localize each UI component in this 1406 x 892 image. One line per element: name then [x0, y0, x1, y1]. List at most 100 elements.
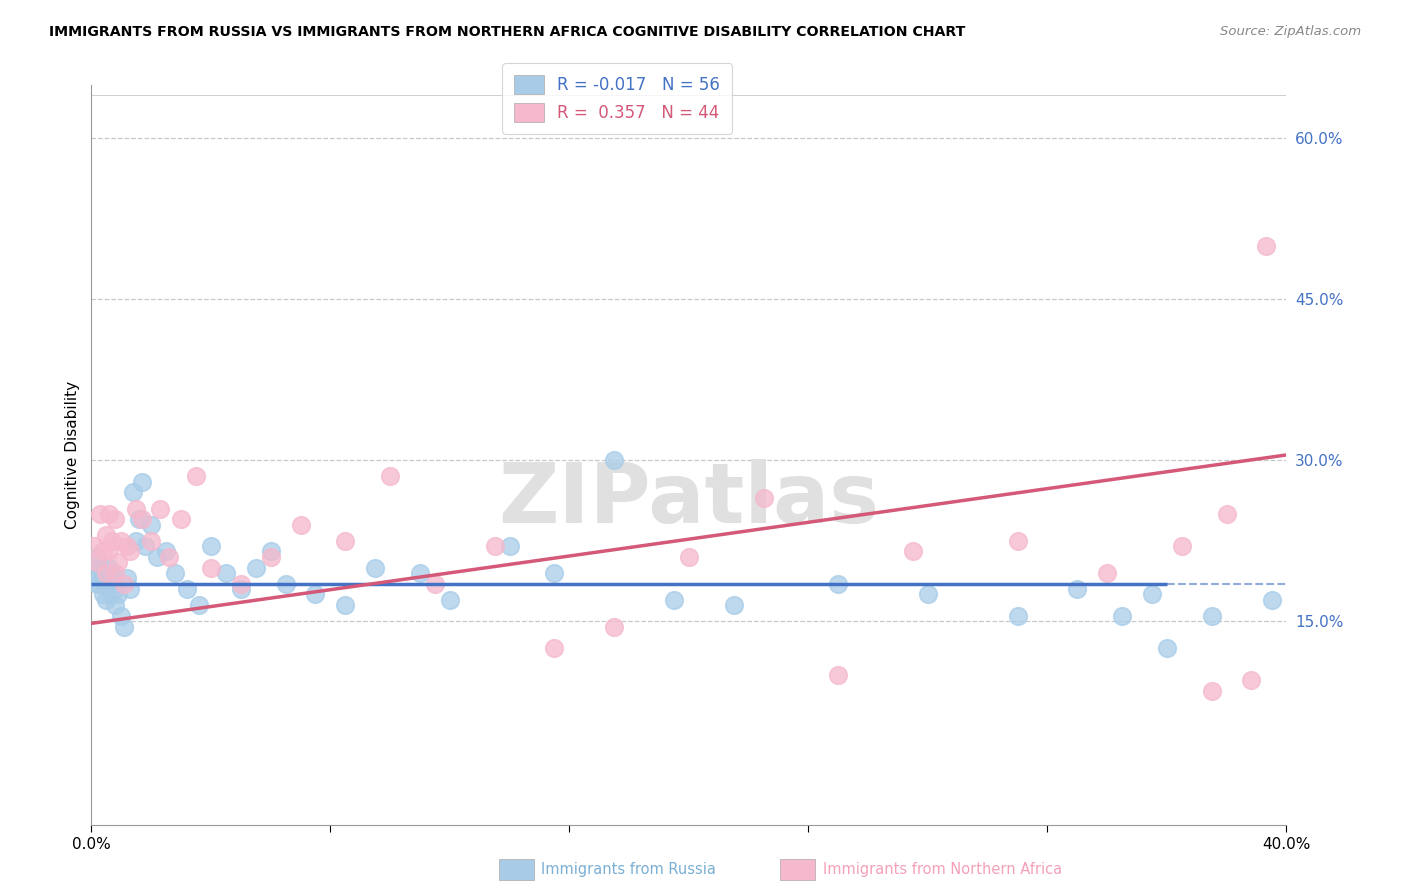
Point — [1066, 582, 1088, 596]
Point — [115, 571, 138, 585]
Point — [128, 512, 150, 526]
Point — [1007, 533, 1029, 548]
Point — [120, 582, 142, 596]
Point — [110, 533, 132, 548]
Y-axis label: Cognitive Disability: Cognitive Disability — [65, 381, 80, 529]
Point — [89, 560, 111, 574]
Point — [131, 475, 153, 489]
Point — [752, 491, 775, 505]
Point — [662, 592, 685, 607]
Point — [1216, 507, 1239, 521]
Point — [104, 566, 127, 580]
Point — [98, 507, 121, 521]
Point — [259, 544, 281, 558]
Point — [603, 619, 626, 633]
Point — [112, 619, 135, 633]
Point — [484, 539, 506, 553]
Point — [93, 544, 115, 558]
Point — [188, 598, 211, 612]
Point — [120, 544, 142, 558]
Point — [110, 608, 132, 623]
Point — [335, 533, 357, 548]
Text: Immigrants from Northern Africa: Immigrants from Northern Africa — [823, 863, 1062, 877]
Point — [93, 566, 115, 580]
Point — [543, 566, 565, 580]
Point — [104, 576, 127, 591]
Point — [96, 576, 118, 591]
Point — [86, 576, 108, 591]
Point — [1254, 238, 1277, 252]
Text: Immigrants from Russia: Immigrants from Russia — [541, 863, 716, 877]
Point — [176, 582, 198, 596]
Point — [229, 576, 252, 591]
Point — [83, 539, 105, 553]
Point — [131, 512, 153, 526]
Point — [901, 544, 924, 558]
Point — [107, 555, 129, 569]
Point — [1097, 566, 1119, 580]
Point — [96, 528, 118, 542]
Point — [141, 517, 163, 532]
Point — [93, 587, 115, 601]
Point — [157, 549, 180, 564]
Point — [499, 539, 522, 553]
Point — [827, 576, 849, 591]
Point — [1260, 592, 1282, 607]
Point — [543, 641, 565, 656]
Point — [274, 576, 297, 591]
Point — [1201, 608, 1223, 623]
Point — [96, 592, 118, 607]
Point — [723, 598, 745, 612]
Point — [423, 576, 446, 591]
Point — [245, 560, 267, 574]
Point — [380, 469, 402, 483]
Point — [134, 539, 156, 553]
Point — [104, 598, 127, 612]
Point — [163, 566, 186, 580]
Point — [98, 544, 121, 558]
Point — [215, 566, 238, 580]
Point — [200, 560, 222, 574]
Point — [149, 501, 172, 516]
Point — [229, 582, 252, 596]
Point — [184, 469, 207, 483]
Point — [827, 668, 849, 682]
Point — [125, 501, 148, 516]
Point — [101, 566, 124, 580]
Point — [304, 587, 326, 601]
Point — [917, 587, 939, 601]
Point — [364, 560, 387, 574]
Point — [98, 576, 121, 591]
Point — [290, 517, 312, 532]
Text: IMMIGRANTS FROM RUSSIA VS IMMIGRANTS FROM NORTHERN AFRICA COGNITIVE DISABILITY C: IMMIGRANTS FROM RUSSIA VS IMMIGRANTS FRO… — [49, 25, 966, 39]
Point — [141, 533, 163, 548]
Point — [335, 598, 357, 612]
Point — [1111, 608, 1133, 623]
Point — [409, 566, 432, 580]
Point — [115, 539, 138, 553]
Point — [1240, 673, 1263, 688]
Point — [83, 566, 105, 580]
Point — [603, 453, 626, 467]
Point — [1156, 641, 1178, 656]
Point — [104, 512, 127, 526]
Point — [96, 566, 118, 580]
Point — [439, 592, 461, 607]
Point — [112, 576, 135, 591]
Point — [98, 560, 121, 574]
Point — [89, 507, 111, 521]
Text: Source: ZipAtlas.com: Source: ZipAtlas.com — [1220, 25, 1361, 38]
Point — [200, 539, 222, 553]
Point — [1007, 608, 1029, 623]
Point — [1140, 587, 1163, 601]
Point — [101, 587, 124, 601]
Point — [122, 485, 145, 500]
Point — [86, 549, 108, 564]
Point — [146, 549, 169, 564]
Point — [125, 533, 148, 548]
Point — [1201, 684, 1223, 698]
Text: ZIPatlas: ZIPatlas — [499, 458, 879, 540]
Point — [678, 549, 700, 564]
Point — [155, 544, 177, 558]
Point — [89, 576, 111, 591]
